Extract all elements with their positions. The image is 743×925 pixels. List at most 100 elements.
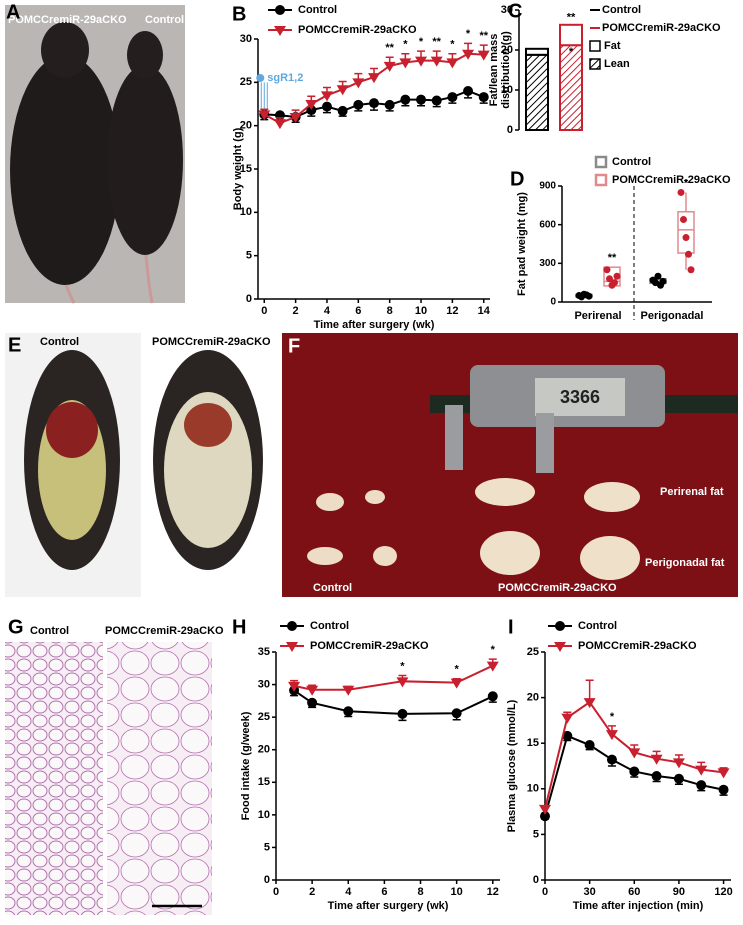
panel-label: A — [6, 1, 20, 23]
marker — [396, 677, 409, 688]
y-tick-label: 20 — [240, 120, 252, 132]
significance: * — [450, 39, 455, 51]
data-point — [585, 292, 593, 300]
y-tick-label: 5 — [246, 250, 252, 262]
x-tick-label: 4 — [324, 305, 331, 317]
x-tick-label: 6 — [355, 305, 361, 317]
data-point — [687, 266, 695, 274]
legend-label: Control — [578, 620, 617, 632]
annotation: sgR1,2 — [267, 72, 303, 84]
y-tick-label: 25 — [527, 646, 539, 658]
annotation-dot — [256, 74, 265, 82]
marker — [400, 94, 411, 105]
marker — [717, 768, 730, 779]
x-tick-label: 6 — [381, 886, 387, 898]
marker — [343, 706, 354, 717]
marker — [672, 758, 685, 769]
legend-label: Control — [298, 4, 337, 16]
marker — [289, 113, 302, 123]
x-axis-label: Time after injection (min) — [573, 900, 704, 912]
data-point — [659, 277, 667, 285]
significance: * — [569, 46, 574, 58]
significance: * — [455, 664, 460, 676]
data-point — [682, 234, 690, 242]
marker — [306, 105, 317, 116]
y-tick-label: 25 — [240, 76, 252, 88]
significance: * — [610, 711, 615, 723]
marker — [584, 740, 595, 751]
annotation-arrows — [260, 82, 268, 109]
y-tick-label: 600 — [539, 219, 556, 230]
x-tick-label: Perigonadal — [641, 310, 704, 322]
y-tick-label: 0 — [507, 124, 513, 136]
y-tick-label: 5 — [264, 841, 270, 853]
panel-label: H — [232, 616, 246, 638]
marker — [583, 698, 596, 709]
panel-label: D — [510, 168, 524, 190]
data-point — [613, 272, 621, 280]
marker — [450, 678, 463, 689]
marker — [275, 5, 285, 15]
marker — [258, 110, 271, 121]
marker — [447, 92, 458, 103]
legend-swatch — [589, 40, 601, 52]
marker — [342, 685, 355, 696]
y-tick-label: 0 — [264, 874, 270, 886]
marker — [287, 621, 297, 631]
marker — [306, 685, 319, 696]
photo-label: POMCCremiR-29aCKO — [105, 625, 224, 637]
x-tick-label: 30 — [584, 886, 596, 898]
marker — [368, 73, 380, 84]
y-tick-label: 0 — [246, 293, 252, 305]
marker — [307, 697, 318, 708]
marker — [540, 811, 550, 822]
y-tick-label: 10 — [258, 809, 270, 821]
marker — [383, 61, 396, 72]
x-axis-label: Time after surgery (wk) — [328, 900, 449, 912]
significance: * — [466, 28, 471, 40]
y-tick-label: 10 — [527, 783, 539, 795]
y-tick-label: 10 — [240, 206, 252, 218]
panel-label: G — [8, 616, 24, 638]
y-tick-label: 30 — [258, 678, 270, 690]
photo-label: POMCCremiR-29aCKO — [8, 14, 127, 26]
photo-label: Control — [313, 582, 352, 594]
legend-label: Control — [310, 620, 349, 632]
photo-label: Perigonadal fat — [645, 557, 725, 569]
marker — [321, 101, 332, 112]
photo-label: POMCCremiR-29aCKO — [152, 336, 271, 348]
marker — [446, 58, 459, 69]
panel-label: I — [508, 616, 514, 638]
y-tick-label: 30 — [501, 4, 513, 16]
y-tick-label: 5 — [533, 828, 539, 840]
y-tick-label: 30 — [240, 33, 252, 45]
marker — [415, 56, 428, 67]
significance: ** — [479, 30, 488, 42]
marker — [288, 681, 301, 692]
legend-label: POMCCremiR-29aCKO — [612, 174, 731, 186]
marker — [606, 754, 617, 765]
significance: * — [491, 644, 496, 656]
x-tick-label: 60 — [628, 886, 640, 898]
bar-segment — [525, 53, 549, 131]
y-axis-label: Plasma glucose (mmol/L) — [506, 699, 518, 832]
marker — [274, 26, 286, 36]
marker — [651, 771, 662, 782]
marker — [320, 91, 333, 102]
marker — [605, 730, 618, 741]
y-axis-label: Fat/lean mass — [488, 34, 500, 107]
significance: * — [684, 177, 689, 189]
marker — [477, 50, 490, 61]
panel-label: F — [288, 335, 300, 357]
marker — [336, 85, 349, 96]
x-tick-label: 90 — [673, 886, 685, 898]
y-tick-label: 0 — [533, 874, 539, 886]
significance: ** — [385, 42, 394, 54]
caliper-display: 3366 — [560, 387, 600, 407]
significance: ** — [608, 252, 617, 264]
y-axis-label: Body weight (g) — [232, 127, 244, 210]
significance: * — [400, 660, 405, 672]
data-point — [685, 250, 692, 258]
marker — [286, 642, 298, 652]
marker — [486, 661, 499, 672]
